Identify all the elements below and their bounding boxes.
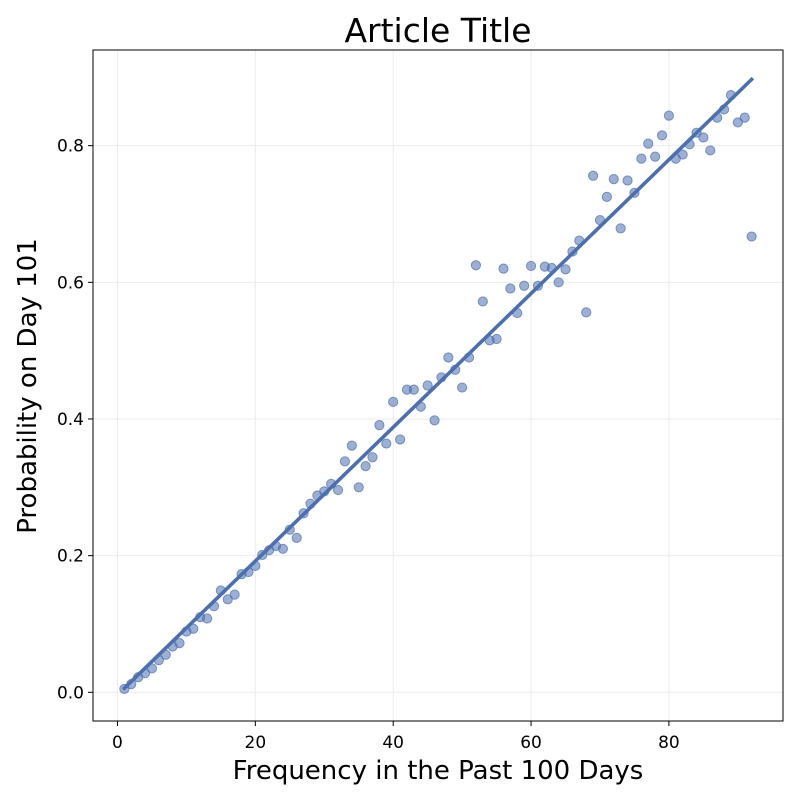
- y-tick-label: 0.0: [57, 683, 84, 703]
- data-point: [498, 263, 509, 274]
- data-point: [360, 461, 371, 472]
- data-point: [353, 482, 364, 493]
- trend-line: [121, 76, 755, 691]
- x-axis-ticks: 0 20 40 60 80: [112, 721, 680, 753]
- data-point: [746, 231, 757, 242]
- data-point: [601, 191, 612, 203]
- y-tick-label: 0.6: [57, 273, 84, 293]
- x-tick-label: 20: [245, 733, 267, 753]
- data-point: [422, 380, 433, 391]
- data-point: [394, 434, 406, 445]
- data-point: [553, 277, 564, 288]
- data-point: [277, 543, 289, 554]
- data-point: [408, 384, 419, 395]
- data-point: [505, 283, 516, 294]
- data-point: [608, 174, 619, 185]
- data-point: [457, 382, 468, 393]
- data-point: [339, 456, 351, 467]
- data-point: [388, 396, 399, 407]
- y-tick-label: 0.4: [57, 410, 84, 430]
- data-point: [346, 440, 357, 451]
- data-point: [429, 415, 440, 426]
- data-point: [222, 594, 233, 605]
- data-point: [229, 589, 240, 600]
- data-point: [636, 153, 647, 164]
- data-point: [656, 130, 668, 141]
- data-point: [367, 452, 378, 463]
- data-point: [291, 532, 302, 543]
- data-point: [643, 138, 654, 149]
- data-point: [622, 175, 633, 186]
- data-point: [519, 280, 530, 291]
- data-point: [477, 296, 488, 307]
- data-point: [663, 110, 675, 121]
- y-axis-ticks: 0.0 0.2 0.4 0.6 0.8: [57, 137, 93, 703]
- y-tick-label: 0.8: [57, 137, 84, 157]
- data-point: [470, 260, 482, 271]
- data-point: [705, 145, 716, 156]
- data-point: [677, 149, 688, 160]
- grid-lines: [93, 50, 783, 721]
- data-point: [443, 352, 454, 363]
- data-point: [201, 613, 213, 624]
- x-tick-label: 0: [112, 733, 123, 753]
- data-point: [581, 307, 592, 318]
- x-tick-label: 60: [520, 733, 542, 753]
- data-point: [374, 420, 385, 431]
- data-point: [491, 333, 502, 345]
- x-tick-label: 80: [658, 733, 680, 753]
- data-point: [587, 170, 599, 181]
- data-point: [332, 484, 344, 496]
- data-point: [732, 117, 743, 128]
- data-point: [560, 264, 571, 275]
- data-point: [698, 132, 709, 143]
- x-axis-label: Frequency in the Past 100 Days: [233, 756, 644, 786]
- data-point: [381, 438, 392, 449]
- data-point: [739, 112, 750, 123]
- data-point: [188, 623, 199, 634]
- x-tick-label: 40: [382, 733, 404, 753]
- data-point: [174, 638, 185, 649]
- plot-area-frame: [92, 49, 784, 722]
- data-point: [615, 223, 626, 234]
- data-point: [525, 260, 537, 272]
- chart-title: Article Title: [344, 11, 531, 50]
- trend-line-group: [121, 76, 755, 691]
- data-point: [650, 151, 661, 162]
- y-axis-label: Probability on Day 101: [13, 238, 43, 534]
- y-tick-label: 0.2: [57, 547, 84, 567]
